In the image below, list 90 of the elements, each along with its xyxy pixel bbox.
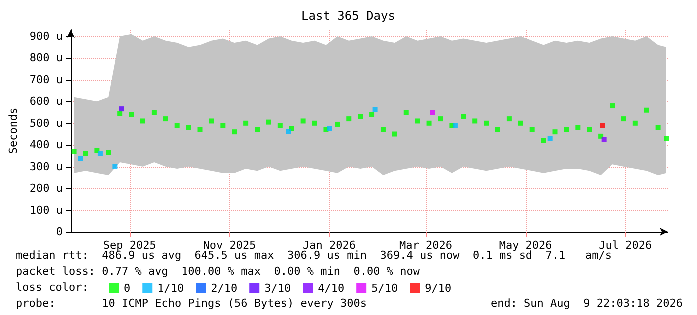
point (72, 149, 77, 154)
x-tick-label: Jul 2026 (599, 239, 652, 252)
point (119, 106, 124, 112)
chart-title: Last 365 Days (302, 9, 396, 23)
point (404, 110, 409, 116)
legend-label: 5/10 (372, 282, 398, 295)
point (198, 127, 203, 132)
point (541, 138, 546, 144)
text: end: Sun Aug 9 22:03:18 2026 (490, 297, 684, 310)
point (610, 104, 616, 109)
legend-label: 0 (124, 282, 131, 295)
point (335, 122, 340, 127)
point (286, 129, 292, 134)
point (300, 118, 306, 124)
point (370, 112, 375, 118)
point (98, 151, 103, 156)
legend-label: 9/10 (425, 282, 452, 295)
point (656, 125, 661, 130)
point (472, 118, 478, 124)
point (372, 107, 378, 112)
point (220, 123, 226, 128)
x-tick-label: Jan 2026 (303, 239, 356, 252)
y-tick-label: 200 u (30, 182, 64, 196)
point (484, 120, 490, 126)
point (346, 116, 352, 122)
point (452, 123, 458, 128)
y-tick-label: 900 u (30, 30, 64, 44)
point (587, 127, 592, 132)
point (94, 148, 100, 154)
y-axis-title: Seconds (7, 108, 20, 154)
y-tick-label: 0 (56, 226, 64, 238)
point (118, 111, 123, 116)
point (530, 127, 535, 132)
legend-label: 3/10 (264, 282, 292, 295)
point (548, 136, 553, 142)
point (255, 127, 260, 132)
text: packet loss: 0.77 % avg 100.00 % max 0.00 % min 0.00 % now (16, 265, 420, 278)
point (552, 130, 558, 135)
point (518, 120, 524, 126)
x-tick-label: Sep 2025 (103, 239, 156, 252)
point (430, 110, 436, 116)
point (602, 137, 607, 142)
point (506, 116, 512, 122)
point (244, 120, 249, 126)
y-tick-label: 400 u (30, 138, 64, 152)
point (644, 108, 650, 113)
point (232, 130, 238, 135)
point (495, 127, 500, 132)
point (415, 118, 420, 124)
legend-title: loss color: (16, 281, 89, 294)
point (564, 127, 570, 132)
point (112, 164, 118, 170)
point (106, 150, 112, 156)
point (664, 136, 669, 142)
point (78, 156, 84, 162)
y-tick-label: 800 u (30, 52, 64, 65)
point (380, 127, 386, 132)
legend-label: 2/10 (211, 282, 238, 295)
y-tick-label: 600 u (30, 95, 64, 108)
point (209, 118, 214, 124)
point (163, 116, 168, 122)
y-tick-label: 100 u (30, 204, 64, 217)
point (186, 125, 192, 130)
x-tick-label: Mar 2026 (400, 239, 453, 252)
x-tick-label: Nov 2025 (203, 239, 256, 252)
point (278, 123, 283, 128)
point (461, 114, 466, 120)
point (392, 132, 398, 137)
legend-label: 4/10 (318, 282, 345, 295)
y-tick-label: 300 u (30, 160, 64, 174)
point (312, 120, 318, 126)
point (140, 118, 146, 124)
point (266, 120, 272, 125)
point (152, 110, 157, 116)
x-tick-label: May 2026 (499, 239, 552, 252)
point (576, 125, 581, 130)
point (600, 123, 606, 128)
point (326, 126, 332, 132)
point (174, 123, 180, 128)
point (129, 112, 134, 118)
point (621, 116, 626, 122)
point (358, 114, 364, 120)
y-tick-label: 500 u (30, 116, 64, 130)
legend-label: 1/10 (158, 282, 184, 295)
point (426, 120, 432, 126)
point (83, 151, 88, 156)
y-tick-label: 700 u (30, 73, 64, 86)
point (438, 116, 444, 122)
point (632, 120, 638, 126)
text: probe: 10 ICMP Echo Pings (56 Bytes) every 300s (16, 297, 367, 310)
